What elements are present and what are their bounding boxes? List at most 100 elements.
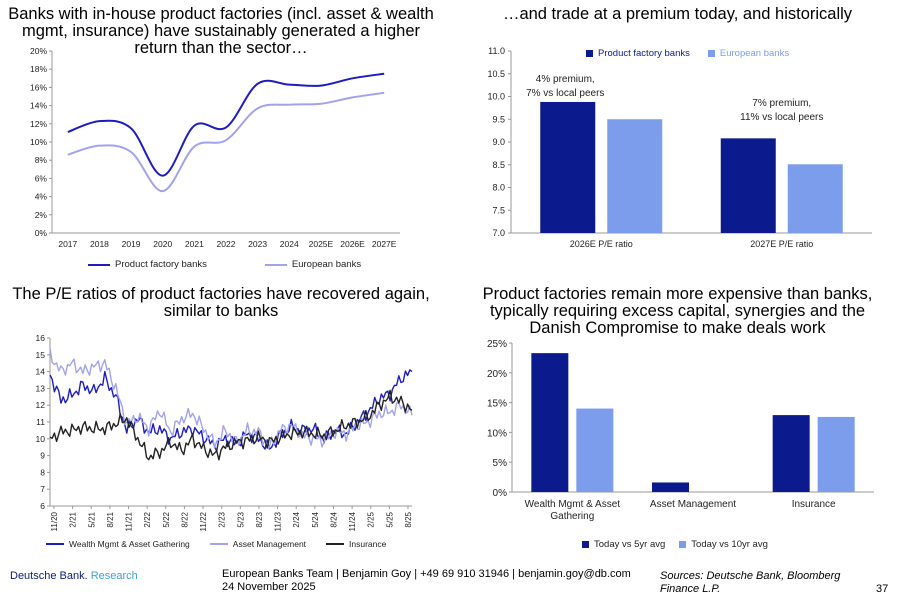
x-tick-label: 2/22 [143,511,152,527]
y-tick-label: 13 [36,383,46,393]
x-tick-label: 2023 [248,239,267,249]
x-tick-label: Insurance [792,499,836,510]
x-tick-label: 2027E P/E ratio [750,239,813,249]
legend-pe: Wealth Mgmt & Asset Gathering Asset Mana… [46,539,386,549]
team-contact: European Banks Team | Benjamin Goy | +49… [222,568,631,594]
legend-label: European banks [719,48,790,59]
legend-swatch [46,543,64,545]
x-tick-label: Wealth Mgmt & Asset [525,499,621,510]
bar-european-banks [607,119,663,233]
legend-swatch [264,263,287,266]
y-tick-label: 6 [40,501,45,511]
x-tick-label: 2018 [90,239,109,249]
page-number: 37 [876,583,889,595]
annotation-premium: 4% premium, [536,74,595,85]
x-tick-label: 2/21 [69,511,78,527]
x-tick-label: 2/25 [367,511,376,527]
brand-name: Deutsche Bank. [10,570,88,582]
legend-item-product-factory: Product factory banks [586,48,690,59]
x-tick-label: 2/23 [218,511,227,527]
legend-label: Product factory banks [115,259,207,270]
x-tick-label: 2022 [217,239,236,249]
y-tick-label: 10.5 [487,69,505,79]
x-tick-label: 5/21 [87,511,96,527]
x-tick-label: 2027E [372,239,397,249]
x-tick-label: 5/25 [385,511,394,527]
y-tick-label: 10.0 [487,92,505,102]
series-line-european-banks [67,91,385,193]
legend-swatch [209,543,228,545]
legend-swatch [582,541,589,548]
legend-item-asset-management: Asset Management [209,539,306,549]
x-tick-label: 11/24 [348,511,357,531]
y-tick-label: 12% [30,119,47,129]
legend-item-product-factory: Product factory banks [88,259,207,270]
y-tick-label: 9.0 [492,137,505,147]
x-tick-label: Gathering [550,511,594,522]
bar-5yr-avg [652,482,689,492]
legend-item-10yr: Today vs 10yr avg [679,539,768,550]
chart-title-return: Banks with in-house product factories (i… [8,5,434,57]
x-tick-label: 8/25 [404,511,413,527]
legend-label: Insurance [349,539,387,549]
x-tick-label: 2026E P/E ratio [570,239,633,249]
y-tick-label: 10% [487,428,507,439]
series-line-product-factory-banks [67,72,385,177]
y-tick-label: 8% [35,155,48,165]
chart-title-pe-recovery: The P/E ratios of product factories have… [12,285,430,320]
bar-european-banks [787,164,843,233]
y-tick-label: 14% [30,101,47,111]
legend-item-wealth-mgmt: Wealth Mgmt & Asset Gathering [46,539,190,549]
legend-label: Today vs 5yr avg [594,539,666,550]
x-tick-label: 5/24 [311,511,320,527]
x-tick-label: 2025E [309,239,334,249]
legend-item-european-banks: European banks [707,48,790,59]
y-tick-label: 16 [36,333,46,343]
x-tick-label: 11/20 [50,511,59,531]
legend-item-5yr: Today vs 5yr avg [582,539,665,550]
x-tick-label: 8/23 [255,511,264,527]
x-tick-label: 2024 [280,239,299,249]
sources-note: Sources: Deutsche Bank, Bloomberg Financ… [660,570,841,595]
legend-label: Wealth Mgmt & Asset Gathering [69,539,190,549]
x-tick-label: 11/21 [125,511,134,531]
y-tick-label: 7 [40,484,45,494]
y-tick-label: 9 [40,451,45,461]
x-tick-label: 2026E [340,239,365,249]
bar-10yr-avg [576,408,614,492]
legend-item-european-banks: European banks [264,259,361,270]
y-tick-label: 25% [487,339,507,350]
y-tick-label: 6% [35,173,48,183]
x-tick-label: 2021 [185,239,204,249]
y-tick-label: 20% [487,369,507,380]
x-tick-label: Asset Management [650,499,736,510]
annotation-premium: 7% premium, [752,98,811,109]
x-tick-label: 8/24 [329,511,338,527]
legend-label: Product factory banks [598,48,690,59]
x-tick-label: 2019 [122,239,141,249]
y-tick-label: 11 [36,417,45,427]
x-tick-label: 5/23 [236,511,245,527]
y-tick-label: 12 [36,400,46,410]
y-tick-label: 20% [30,46,47,56]
brand-research: Research [90,570,138,582]
brand-logo: Deutsche Bank. Research [10,570,138,582]
y-tick-label: 18% [30,64,47,74]
y-tick-label: 7.0 [492,228,505,238]
legend-swatch [88,263,110,266]
y-tick-label: 16% [30,82,47,92]
y-tick-label: 10% [30,137,47,147]
series-line-asset-management [49,347,413,449]
x-tick-label: 2020 [153,239,172,249]
y-tick-label: 11.0 [488,46,505,56]
legend-premium: Product factory banks European banks [586,48,789,59]
x-tick-label: 5/22 [162,511,171,527]
chart-title-premium: …and trade at a premium today, and histo… [502,5,853,23]
y-tick-label: 0% [35,228,48,238]
legend-swatch [586,50,593,57]
bar-5yr-avg [772,415,810,492]
y-tick-label: 15 [36,350,46,360]
series-line-insurance [49,389,413,461]
y-tick-label: 10 [36,434,46,444]
annotation-local-peers: 7% vs local peers [526,88,604,99]
